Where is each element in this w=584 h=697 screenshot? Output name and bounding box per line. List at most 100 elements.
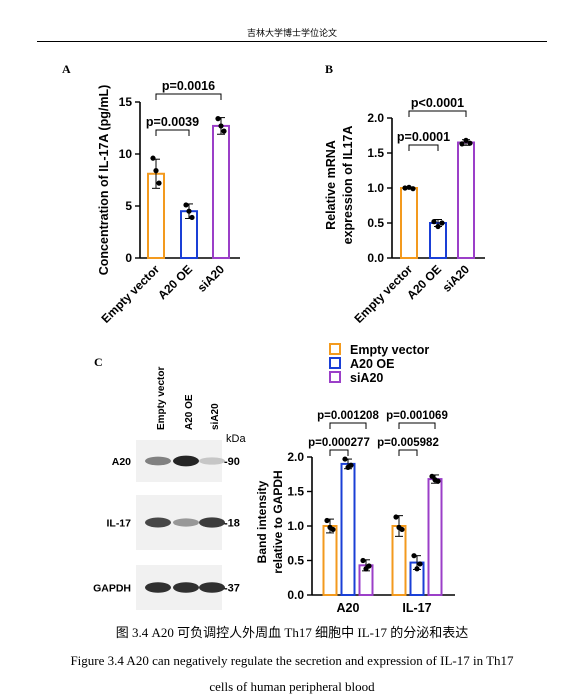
chart-a-point <box>156 180 162 186</box>
chart-b-comparison-bracket-label: p<0.0001 <box>411 96 464 110</box>
chart-b-point <box>459 141 465 147</box>
blot-mw-label: -37 <box>224 583 240 595</box>
chart-b-point <box>402 185 408 191</box>
chart-b-point <box>406 184 412 190</box>
chart-b-point <box>435 223 441 230</box>
chart-c-comparison-bracket <box>329 449 349 456</box>
chart-c-legend-label: A20 OE <box>350 357 394 371</box>
chart-c-point <box>411 553 417 559</box>
chart-a-comparison-bracket <box>155 93 222 100</box>
blot-lane-label: Empty vector <box>156 367 167 430</box>
chart-b-tick-label: 1.5 <box>367 146 384 160</box>
caption-english-line1: Figure 3.4 A20 can negatively regulate t… <box>70 653 514 668</box>
chart-c-point <box>324 517 330 524</box>
blot-lane-label: siA20 <box>210 403 221 430</box>
chart-c-point <box>417 561 423 567</box>
chart-b-point <box>463 137 469 143</box>
chart-a-comparison-bracket-label: p=0.0039 <box>146 115 199 129</box>
blot-row-label: A20 <box>112 456 131 468</box>
chart-b-category-label: siA20 <box>440 262 473 295</box>
chart-b-bar <box>457 141 475 259</box>
chart-c-legend-swatch <box>329 371 341 383</box>
chart-c-tick-label: 1.5 <box>287 485 304 499</box>
chart-a-tick-label: 15 <box>119 95 133 109</box>
blot-band <box>199 517 225 528</box>
chart-b-tick-label: 0.0 <box>367 251 384 265</box>
panel-label-b: B <box>325 62 334 76</box>
chart-a-point <box>153 168 159 174</box>
chart-a-point <box>215 116 221 122</box>
chart-a-category-label: A20 OE <box>155 262 195 302</box>
chart-b-point <box>410 186 416 192</box>
chart-a-point <box>221 128 227 134</box>
chart-c-point <box>414 566 420 572</box>
chart-c-comparison-bracket <box>398 449 418 456</box>
chart-c-point <box>342 456 348 462</box>
blot-band <box>199 582 225 593</box>
blot-band <box>145 582 171 593</box>
chart-c-ylabel-line2: relative to GAPDH <box>271 470 285 573</box>
chart-a-tick-label: 0 <box>125 251 132 265</box>
caption-chinese: 图 3.4 A20 可负调控人外周血 Th17 细胞中 IL-17 的分泌和表达 <box>115 625 469 640</box>
blot-band <box>173 455 199 467</box>
chart-a-point <box>183 202 189 208</box>
chart-b-point <box>431 219 437 225</box>
chart-c-legend-swatch <box>329 343 341 355</box>
chart-b-point <box>467 140 473 146</box>
chart-a-category-label: siA20 <box>195 262 228 295</box>
chart-c-bar <box>340 462 356 596</box>
blot-band <box>173 518 199 527</box>
chart-c-point <box>393 514 399 520</box>
chart-c-ylabel-line1: Band intensity <box>255 480 269 563</box>
chart-a-point <box>186 208 192 214</box>
chart-c-legend-label: siA20 <box>350 371 383 385</box>
chart-c-bar <box>322 525 338 596</box>
panel-label-c: C <box>94 355 103 369</box>
chart-c-legend-swatch <box>329 357 341 369</box>
chart-c-point <box>360 557 366 564</box>
chart-b-comparison-bracket <box>408 110 467 117</box>
blot-band <box>199 457 225 465</box>
chart-c-comparison-bracket-label: p=0.005982 <box>377 437 439 449</box>
header-rule <box>37 41 547 42</box>
chart-c-point <box>366 563 372 569</box>
blot-mw-label: -90 <box>224 456 240 468</box>
chart-b-tick-label: 2.0 <box>367 111 384 125</box>
blot-band <box>145 456 171 466</box>
chart-c-point <box>435 478 441 484</box>
chart-b-point <box>439 220 445 226</box>
chart-c-tick-label: 0.5 <box>287 554 304 568</box>
chart-c-point <box>429 473 435 479</box>
blot-mw-label: -18 <box>224 518 240 530</box>
chart-a-ylabel: Concentration of IL-17A (pg/mL) <box>97 85 111 276</box>
panel-label-a: A <box>62 62 71 76</box>
chart-a-tick-label: 5 <box>125 199 132 213</box>
chart-a-point <box>218 123 224 129</box>
chart-b-comparison-bracket-label: p=0.0001 <box>397 130 450 144</box>
chart-b-ylabel-line1: Relative mRNA <box>324 140 338 230</box>
chart-b-comparison-bracket <box>408 144 439 151</box>
chart-b-ylabel-line2: expression of IL17A <box>341 126 355 245</box>
chart-c-bar <box>427 478 443 596</box>
chart-c-group-label: A20 <box>337 601 360 615</box>
thesis-header: 吉林大学博士学位论文 <box>246 29 337 39</box>
chart-c-comparison-bracket-label: p=0.001208 <box>317 410 379 422</box>
chart-c-comparison-bracket <box>398 422 436 429</box>
chart-a-comparison-bracket <box>155 129 190 136</box>
chart-b-bar <box>400 187 418 259</box>
blot-row-label: GAPDH <box>93 583 131 595</box>
blot-kda-label: kDa <box>226 433 246 445</box>
chart-a-point <box>189 214 195 221</box>
caption-english-line2: cells of human peripheral blood <box>209 679 375 694</box>
chart-a-tick-label: 10 <box>119 147 133 161</box>
blot-row-label: IL-17 <box>106 518 131 530</box>
blot-band <box>173 582 199 593</box>
chart-b-tick-label: 1.0 <box>367 181 384 195</box>
chart-c-comparison-bracket-label: p=0.000277 <box>308 437 370 449</box>
chart-c-comparison-bracket-label: p=0.001069 <box>386 410 448 422</box>
chart-c-point <box>399 526 405 533</box>
blot-lane-label: A20 OE <box>184 394 195 430</box>
chart-c-tick-label: 0.0 <box>287 588 304 602</box>
chart-c-point <box>330 526 336 533</box>
